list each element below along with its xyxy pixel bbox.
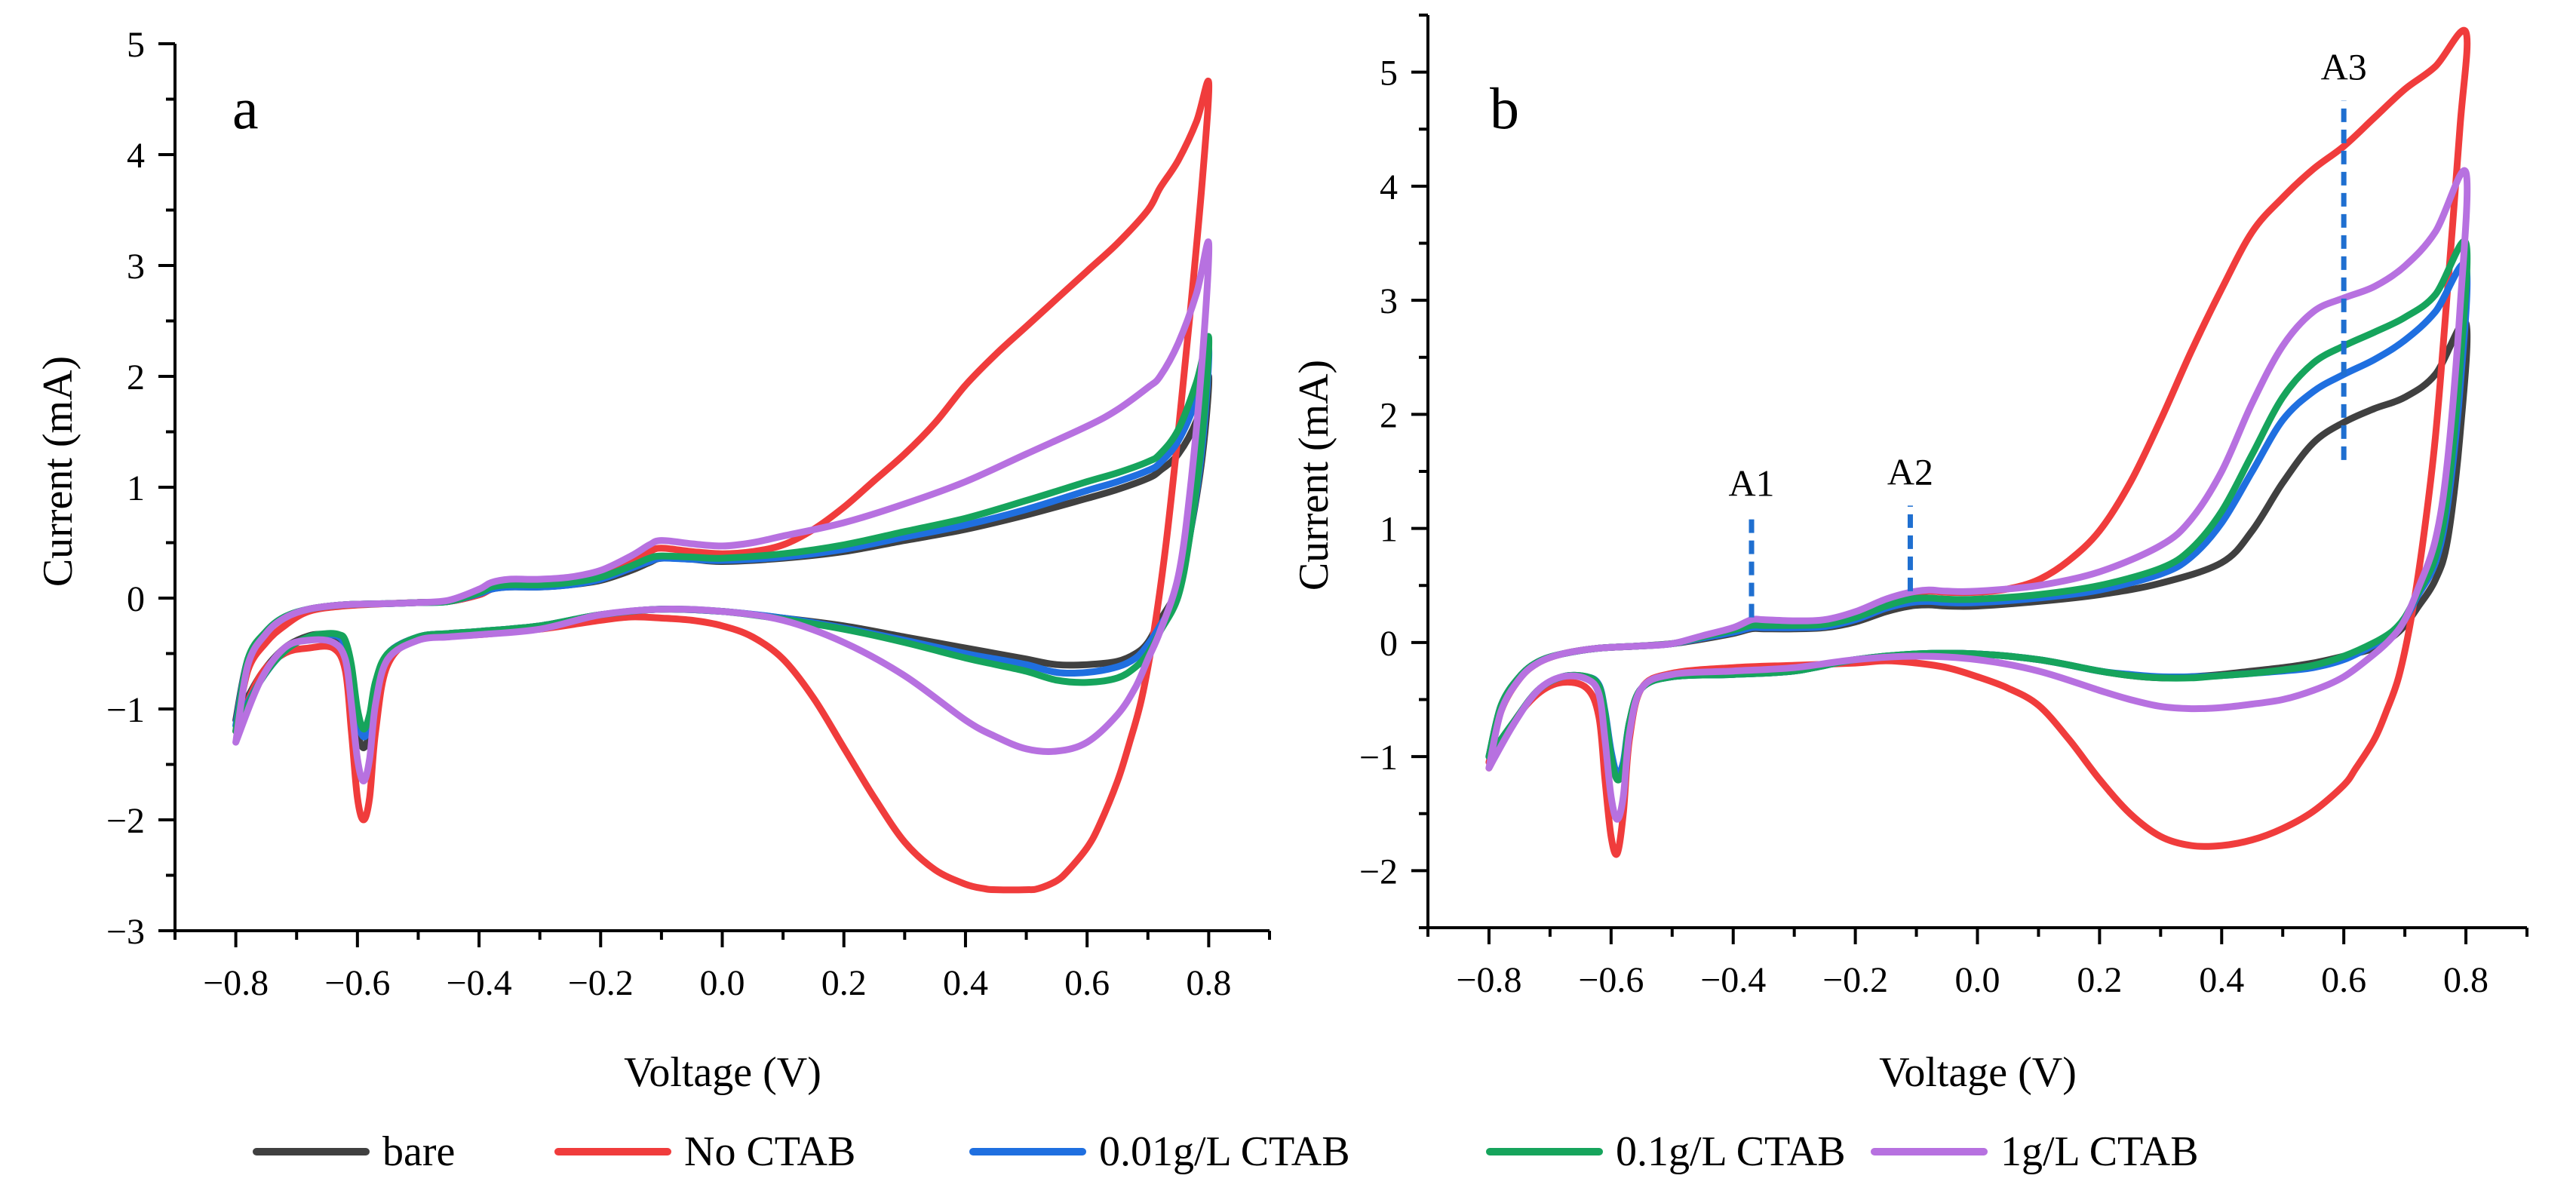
panel-b-label: b — [1490, 75, 1519, 141]
panel-b-series-c1 — [1485, 167, 2471, 823]
panel-a-y-tick-label: −1 — [106, 690, 145, 730]
panel-a-y-tick-label: 1 — [127, 468, 145, 508]
panel-b-y-tick-label: −1 — [1359, 738, 1398, 778]
annotation-a1-label: A1 — [1728, 462, 1774, 505]
panel-a-curves — [232, 77, 1213, 894]
panel-a-x-tick-label: −0.8 — [203, 963, 269, 1003]
panel-b-y-tick-label: 1 — [1380, 510, 1398, 550]
panel-b-axes: −0.8 −0.6 −0.4 −0.2 0.0 0.2 0.4 0.6 0.8 −2 −1 0 1 2 3 4… — [1359, 14, 2528, 1000]
panel-a-y-tick-label: 4 — [127, 136, 145, 176]
legend-label-c001: 0.01g/L CTAB — [1099, 1128, 1350, 1175]
annotation-a2-label: A2 — [1887, 450, 1933, 493]
panel-b-x-tick-label: 0.6 — [2321, 960, 2366, 1000]
legend-item-c001: 0.01g/L CTAB — [969, 1128, 1350, 1175]
legend-item-c1: 1g/L CTAB — [1871, 1128, 2199, 1175]
panel-b-y-tick-label: 5 — [1380, 54, 1398, 94]
panel-a-y-tick-label: −2 — [106, 801, 145, 841]
panel-a-x-tick-label: 0.2 — [821, 963, 867, 1003]
panel-b-y-tick-label: 2 — [1380, 395, 1398, 435]
legend: bare No CTAB 0.01g/L CTAB 0.1g/L CTAB 1g/L C… — [253, 1128, 2199, 1175]
panel-b-x-tick-label: 0.0 — [1955, 960, 2000, 1000]
legend-item-bare: bare — [253, 1128, 455, 1175]
panel-b-x-tick-label: 0.4 — [2199, 960, 2244, 1000]
panel-b-curves — [1485, 26, 2471, 858]
panel-b-x-tick-label: 0.2 — [2077, 960, 2122, 1000]
legend-label-nocta: No CTAB — [684, 1128, 855, 1175]
panel-a-y-axis-title: Current (mA) — [35, 356, 81, 587]
legend-label-bare: bare — [382, 1128, 455, 1175]
panel-a-x-tick-label: −0.4 — [447, 963, 512, 1003]
panel-a-series-c01 — [232, 333, 1213, 735]
panel-b-annotations: A1 A2 A3 — [1728, 45, 2367, 618]
panel-a-y-tick-label: 3 — [127, 247, 145, 287]
panel-b-y-tick-label: −2 — [1359, 852, 1398, 892]
panel-a-y-tick-label: 2 — [127, 358, 145, 397]
panel-b-x-tick-label: −0.4 — [1700, 960, 1766, 1000]
panel-b-y-tick-label: 4 — [1380, 167, 1398, 207]
panel-a-series-c1 — [232, 238, 1213, 784]
panel-a-x-tick-label: 0.8 — [1186, 963, 1231, 1003]
panel-a-x-tick-label: 0.0 — [700, 963, 745, 1003]
panel-a-y-tick-label: −3 — [106, 912, 145, 952]
panel-b-y-axis-title: Current (mA) — [1291, 360, 1337, 591]
panel-a: a Voltage (V) Current (mA) −0.8 −0.6 −0.4−… — [35, 25, 1271, 1096]
panel-b-x-axis-title: Voltage (V) — [1879, 1049, 2077, 1096]
panel-b-x-tick-label: 0.8 — [2443, 960, 2488, 1000]
legend-label-c01: 0.1g/L CTAB — [1616, 1128, 1846, 1175]
panel-a-x-tick-label: −0.2 — [568, 963, 634, 1003]
panel-a-label: a — [232, 75, 259, 141]
panel-b-y-tick-label: 0 — [1380, 624, 1398, 664]
panel-a-x-tick-label: 0.4 — [943, 963, 988, 1003]
panel-a-x-axis-title: Voltage (V) — [624, 1049, 821, 1096]
panel-b-x-tick-label: −0.6 — [1578, 960, 1644, 1000]
panel-a-x-tick-label: 0.6 — [1064, 963, 1110, 1003]
panel-b-x-tick-label: −0.2 — [1822, 960, 1888, 1000]
panel-b-x-tick-label: −0.8 — [1456, 960, 1521, 1000]
legend-item-nocta: No CTAB — [554, 1128, 855, 1175]
panel-b-y-tick-label: 3 — [1380, 281, 1398, 321]
legend-label-c1: 1g/L CTAB — [2000, 1128, 2199, 1175]
panel-a-y-tick-label: 5 — [127, 25, 145, 65]
legend-item-c01: 0.1g/L CTAB — [1486, 1128, 1846, 1175]
panel-a-x-tick-label: −0.6 — [324, 963, 390, 1003]
panel-a-y-tick-label: 0 — [127, 579, 145, 619]
annotation-a3-label: A3 — [2321, 45, 2367, 87]
panel-a-axes: −0.8 −0.6 −0.4 −0.2 0.0 0.2 0.4 0.6 0.8 −3 −2 −1 0 1 2… — [106, 25, 1271, 1003]
